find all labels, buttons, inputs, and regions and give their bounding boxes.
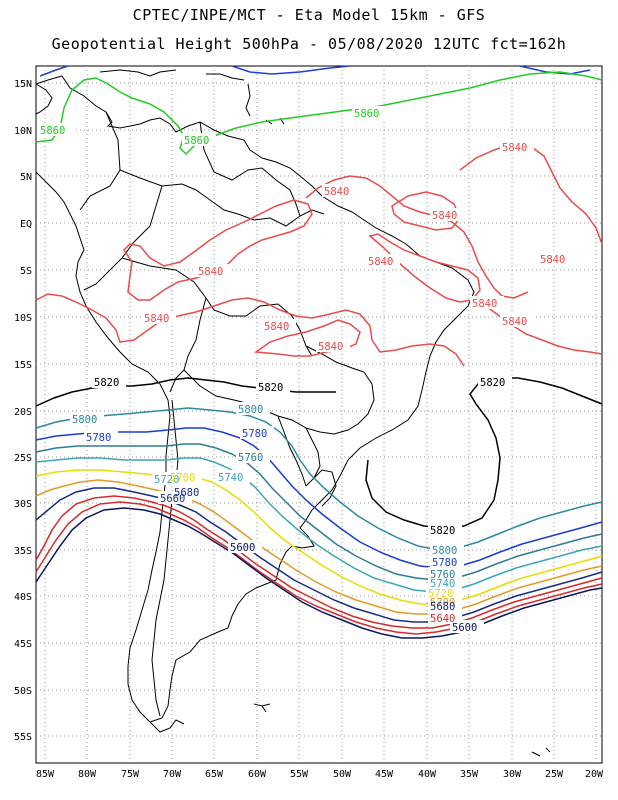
contour-label: 5600 bbox=[452, 622, 477, 634]
lat-tick-label: 40S bbox=[14, 592, 32, 603]
contour-label: 5840 bbox=[318, 341, 343, 353]
latitude-labels: 15N 10N 5N EQ 5S 10S 15S 20S 25S 30S 35S… bbox=[14, 79, 32, 743]
contour-label: 5780 bbox=[432, 557, 457, 569]
lat-tick-label: 55S bbox=[14, 732, 32, 743]
contour-label: 5800 bbox=[72, 414, 97, 426]
lat-tick-label: 15S bbox=[14, 360, 32, 371]
lat-tick-label: 5S bbox=[20, 266, 32, 277]
lon-tick-label: 20W bbox=[585, 769, 604, 780]
lon-tick-label: 40W bbox=[418, 769, 437, 780]
contour-label: 5860 bbox=[40, 125, 65, 137]
contour-label: 5800 bbox=[432, 545, 457, 557]
lat-tick-label: 45S bbox=[14, 639, 32, 650]
contour-label: 5840 bbox=[502, 142, 527, 154]
contour-label: 5640 bbox=[430, 613, 455, 625]
contour-label: 5820 bbox=[480, 377, 505, 389]
lat-tick-label: EQ bbox=[20, 219, 32, 230]
contour-labels: 5860 5860 5860 5840 5840 5840 5840 5840 … bbox=[40, 108, 565, 634]
lat-tick-label: 5N bbox=[20, 172, 32, 183]
contour-label: 5660 bbox=[160, 493, 185, 505]
contour-label: 5760 bbox=[238, 452, 263, 464]
map-title: CPTEC/INPE/MCT - Eta Model 15km - GFS bbox=[132, 6, 486, 24]
lon-tick-label: 75W bbox=[121, 769, 140, 780]
contour-label: 5800 bbox=[238, 404, 263, 416]
lon-tick-label: 50W bbox=[333, 769, 352, 780]
lat-tick-label: 10S bbox=[14, 313, 32, 324]
contour-label: 5700 bbox=[430, 597, 455, 609]
graticule bbox=[36, 66, 602, 763]
contour-label: 5840 bbox=[198, 266, 223, 278]
contour-label: 5780 bbox=[242, 428, 267, 440]
contour-label: 5740 bbox=[430, 578, 455, 590]
lat-tick-label: 30S bbox=[14, 499, 32, 510]
contour-label: 5840 bbox=[264, 321, 289, 333]
contour-label: 5840 bbox=[540, 254, 565, 266]
lat-tick-label: 20S bbox=[14, 407, 32, 418]
contour-label: 5700 bbox=[170, 472, 195, 484]
contour-label: 5840 bbox=[144, 313, 169, 325]
contour-label: 5680 bbox=[174, 487, 199, 499]
lon-tick-label: 55W bbox=[290, 769, 309, 780]
contour-label: 5860 bbox=[184, 135, 209, 147]
lon-tick-label: 35W bbox=[460, 769, 479, 780]
lat-tick-label: 15N bbox=[14, 79, 32, 90]
contour-label-backgrounds bbox=[38, 106, 572, 633]
contour-label: 5820 bbox=[258, 382, 283, 394]
contour-label: 5820 bbox=[94, 377, 119, 389]
contour-label: 5780 bbox=[86, 432, 111, 444]
lon-tick-label: 80W bbox=[78, 769, 97, 780]
lon-tick-label: 45W bbox=[375, 769, 394, 780]
contour-label: 5820 bbox=[430, 525, 455, 537]
contour-label: 5840 bbox=[502, 316, 527, 328]
lon-tick-label: 85W bbox=[36, 769, 55, 780]
lon-tick-label: 65W bbox=[205, 769, 224, 780]
lon-tick-label: 60W bbox=[248, 769, 267, 780]
contour-label: 5860 bbox=[354, 108, 379, 120]
contour-label: 5600 bbox=[230, 542, 255, 554]
contour-label: 5840 bbox=[432, 210, 457, 222]
lon-tick-label: 30W bbox=[503, 769, 522, 780]
map-subtitle: Geopotential Height 500hPa - 05/08/2020 … bbox=[51, 35, 567, 53]
contour-label: 5840 bbox=[368, 256, 393, 268]
contour-label: 5760 bbox=[430, 569, 455, 581]
contour-label: 5720 bbox=[428, 588, 453, 600]
contour-label: 5680 bbox=[430, 601, 455, 613]
contour-label: 5840 bbox=[324, 186, 349, 198]
lon-tick-label: 25W bbox=[545, 769, 564, 780]
contour-label: 5740 bbox=[218, 472, 243, 484]
longitude-labels: 85W 80W 75W 70W 65W 60W 55W 50W 45W 40W … bbox=[36, 769, 604, 780]
lat-tick-label: 50S bbox=[14, 686, 32, 697]
lon-tick-label: 70W bbox=[163, 769, 182, 780]
contour-label: 5840 bbox=[472, 298, 497, 310]
lat-tick-label: 10N bbox=[14, 126, 32, 137]
lat-tick-label: 35S bbox=[14, 546, 32, 557]
contour-label: 5720 bbox=[154, 474, 179, 486]
lat-tick-label: 25S bbox=[14, 453, 32, 464]
contour-lines bbox=[35, 65, 603, 639]
